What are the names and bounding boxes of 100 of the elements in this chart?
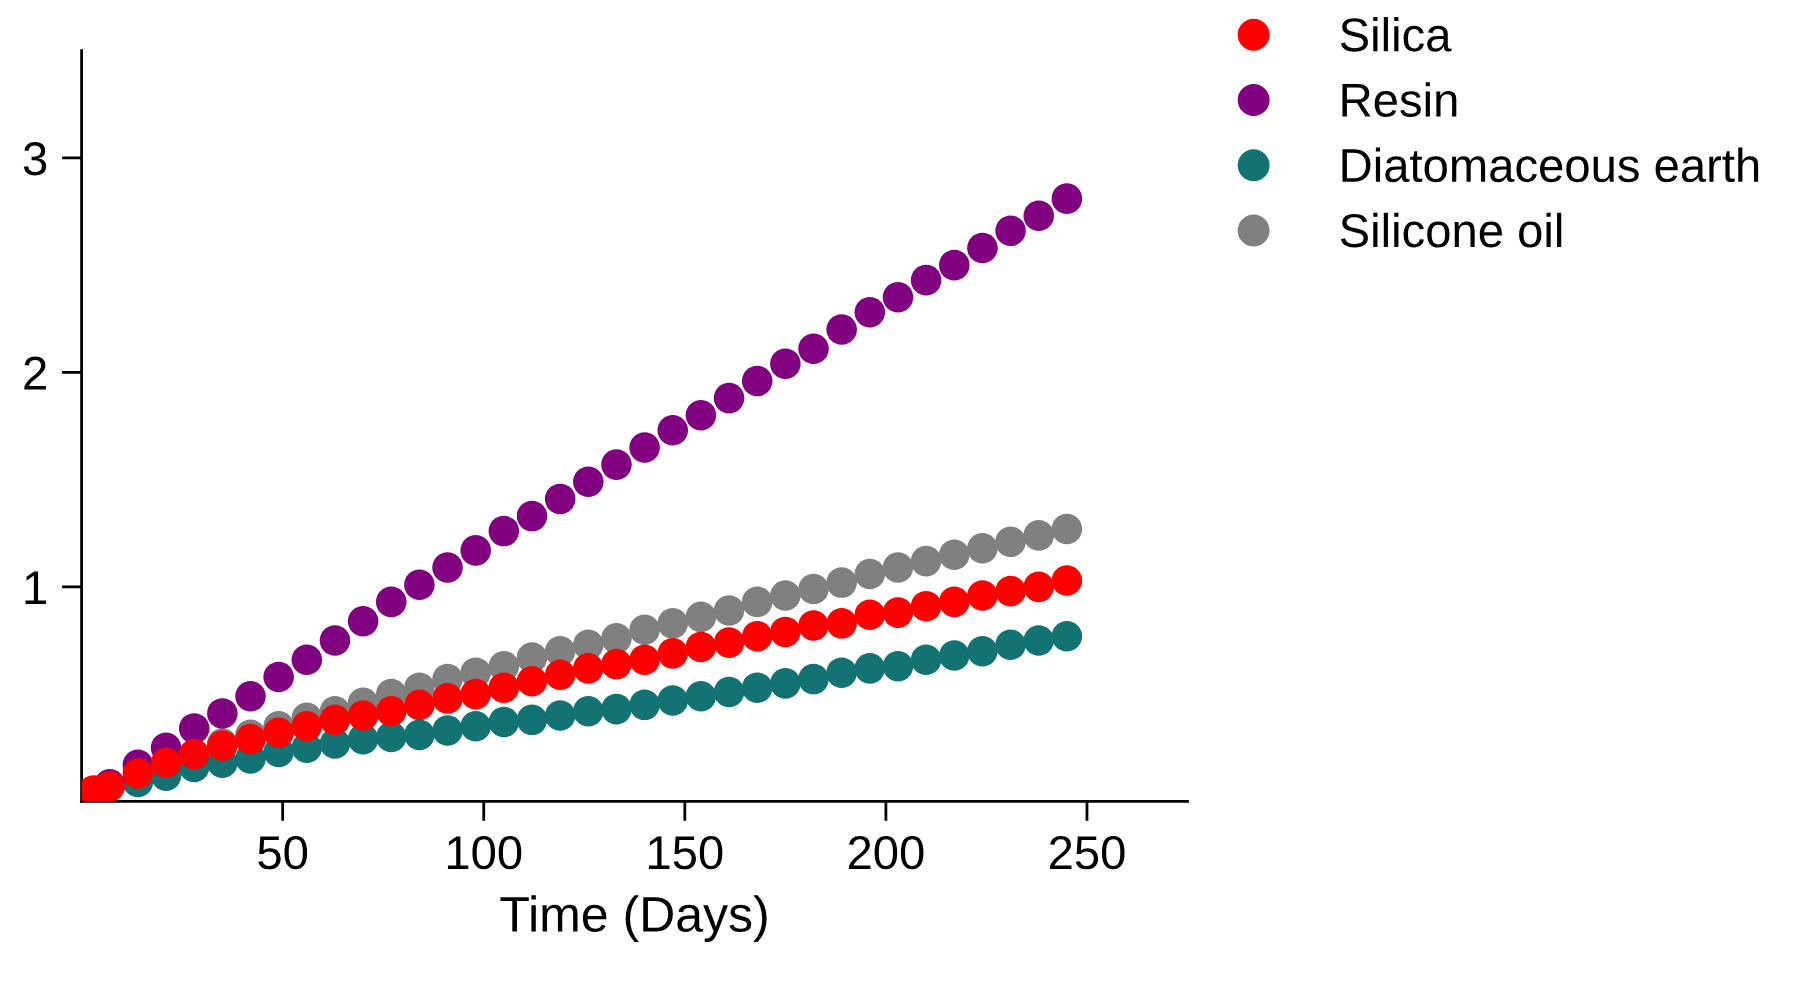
point (601, 623, 632, 654)
point (826, 314, 857, 345)
point (938, 539, 970, 570)
point (460, 711, 491, 742)
point (375, 586, 407, 618)
point (798, 610, 829, 641)
point (770, 668, 801, 699)
point (826, 608, 857, 639)
point (741, 620, 773, 652)
point (938, 586, 970, 618)
x-tick-label: 100 (447, 835, 522, 870)
point (629, 689, 660, 721)
point (854, 653, 886, 684)
point (516, 704, 548, 736)
y-tick-label: 1 (25, 571, 46, 604)
legend-label: Silica (1340, 16, 1452, 52)
point (375, 695, 407, 727)
x-tick-label: 150 (649, 835, 723, 870)
point (854, 558, 886, 590)
point (178, 738, 210, 770)
point (798, 333, 829, 365)
point (347, 700, 379, 731)
point (178, 713, 210, 744)
point (573, 466, 604, 498)
point (657, 638, 689, 669)
point (1051, 620, 1083, 652)
point (910, 264, 942, 296)
point (319, 625, 351, 656)
point (967, 635, 998, 667)
point (967, 232, 998, 264)
point (1051, 565, 1083, 596)
point (573, 695, 604, 727)
point (207, 698, 238, 729)
point (770, 580, 801, 611)
y-tick-label: 2 (24, 356, 46, 390)
legend-label: Silicone oil (1340, 212, 1562, 248)
point (685, 680, 717, 712)
point (770, 348, 801, 380)
point (938, 640, 970, 671)
point (910, 545, 942, 577)
point (629, 432, 660, 463)
point (910, 644, 942, 676)
point (1051, 183, 1083, 214)
point (1051, 513, 1083, 545)
point (235, 680, 266, 712)
point (741, 672, 773, 703)
point (404, 569, 435, 600)
point (798, 573, 829, 605)
point (544, 659, 576, 691)
point (967, 532, 998, 564)
point (854, 297, 886, 328)
point (967, 580, 998, 611)
point (995, 215, 1026, 247)
point (995, 575, 1026, 607)
point (544, 483, 576, 515)
point (910, 590, 942, 622)
point (291, 711, 323, 742)
point (573, 653, 604, 684)
point (150, 747, 182, 779)
point (770, 616, 801, 648)
point (685, 631, 717, 663)
point (488, 515, 520, 547)
point (319, 704, 351, 736)
x-tick-label: 250 (1049, 835, 1125, 870)
point (432, 715, 463, 746)
point (291, 644, 323, 676)
point (629, 614, 660, 646)
point (713, 595, 745, 626)
point (263, 717, 294, 748)
point (1023, 520, 1054, 551)
point (882, 650, 914, 682)
point (432, 552, 463, 583)
point (826, 567, 857, 598)
point (938, 249, 970, 281)
point (685, 601, 717, 633)
point (488, 672, 520, 703)
point (460, 535, 491, 566)
point (882, 282, 914, 313)
point (263, 661, 294, 693)
point (488, 706, 520, 738)
point (601, 449, 632, 480)
point (516, 500, 548, 532)
point (798, 663, 829, 695)
point (657, 415, 689, 446)
point (713, 382, 745, 414)
x-tick-label: 50 (258, 835, 308, 870)
x-tick-label: 200 (848, 835, 924, 870)
point (347, 605, 379, 637)
point (882, 552, 914, 583)
point (404, 719, 435, 751)
legend-label: Resin (1342, 82, 1457, 117)
point (741, 586, 773, 618)
point (657, 685, 689, 716)
point (713, 627, 745, 658)
point (460, 678, 491, 710)
point (882, 597, 914, 628)
point (432, 683, 463, 714)
point (629, 644, 660, 676)
point (516, 665, 548, 697)
point (657, 608, 689, 639)
